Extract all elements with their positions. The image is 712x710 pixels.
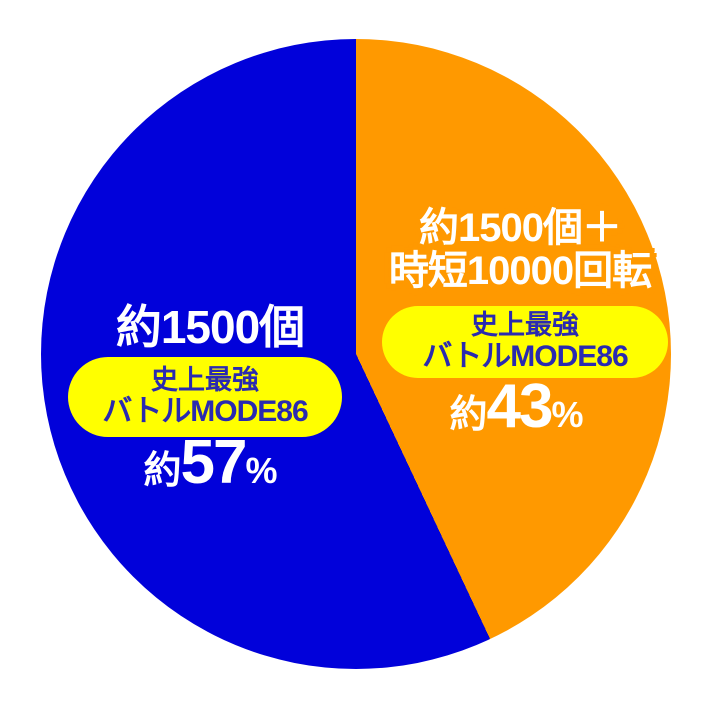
badge-line2: バトルMODE86	[102, 395, 308, 429]
percent-prefix: 約	[449, 394, 488, 436]
percent-number: 43	[486, 372, 554, 441]
orange-slice-percent: 約43%	[356, 376, 676, 438]
badge-line1: 史上最強	[471, 309, 579, 340]
percent-unit: %	[551, 394, 583, 435]
blue-slice-amount-label: 約1500個	[115, 301, 305, 353]
orange-slice-amount-label: 約1500個＋ 時短10000回転	[354, 207, 686, 293]
orange-slice-mode-badge: 史上最強 バトルMODE86	[382, 306, 668, 378]
badge-line1: 史上最強	[151, 364, 259, 395]
percent-unit: %	[245, 450, 277, 491]
badge-line2: バトルMODE86	[422, 340, 628, 374]
percent-prefix: 約	[143, 450, 182, 492]
amount-line2: 時短10000回転	[388, 248, 652, 293]
amount-line1: 約1500個＋	[419, 206, 622, 250]
percent-number: 57	[180, 428, 248, 497]
blue-slice-mode-badge: 史上最強 バトルMODE86	[68, 357, 342, 437]
blue-slice-percent: 約57%	[40, 432, 380, 494]
